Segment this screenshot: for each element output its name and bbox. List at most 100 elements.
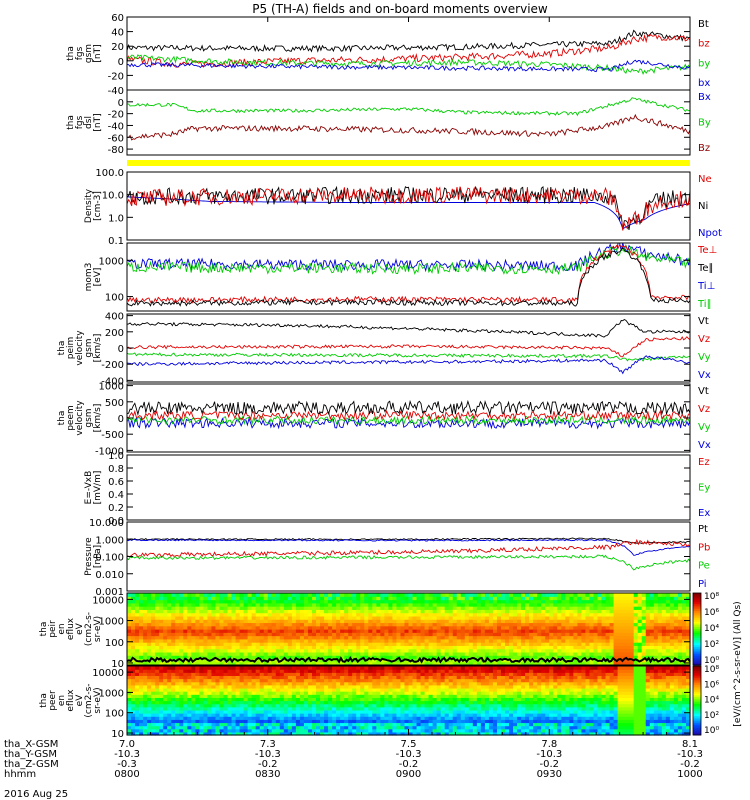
legend-Ni: Ni: [698, 201, 708, 212]
y-axis-label: peim: [66, 337, 76, 360]
series-peem-velocity-Vx: [126, 416, 691, 430]
y-axis-label: E=-VxB: [84, 471, 94, 505]
y-tick-label: 200: [105, 328, 124, 339]
y-tick-label: 0.010: [95, 570, 124, 581]
y-axis-label: eflux: [66, 689, 76, 712]
y-tick-label: 0.6: [108, 477, 124, 488]
y-axis-label: velocity: [75, 400, 85, 436]
y-tick-label: 0.100: [95, 553, 124, 564]
ephemeris-value: -10.3: [255, 749, 281, 760]
colorbar-tick: 10⁸: [704, 592, 719, 602]
panel-frame: [126, 592, 691, 666]
y-tick-label: 100: [105, 293, 124, 304]
y-axis-label: (cm2-s-: [84, 612, 94, 646]
panel-pressure: 10.000 1.000 0.100 0.010 0.001 Pressure [nPa] P…: [84, 518, 710, 598]
y-tick-label: 10.000: [89, 518, 124, 529]
panel-frame: [126, 16, 691, 91]
legend-Vz: Vz: [698, 334, 710, 345]
ephemeris-value: 7.5: [401, 739, 417, 750]
y-axis-label: eV: [75, 622, 85, 635]
y-tick-label: 100.0: [95, 168, 124, 179]
ephemeris-row-label: tha_Y-GSM: [4, 749, 57, 760]
legend-Npot: Npot: [698, 228, 722, 239]
y-tick-label: 400: [105, 312, 124, 323]
y-tick-label: 0.2: [108, 503, 124, 514]
y-tick-label: 0: [118, 414, 124, 425]
ephemeris-value: 0800: [114, 769, 139, 780]
series-temperature-Te⊥: [126, 244, 691, 304]
series-pressure-Pi: [126, 538, 691, 556]
spectrogram-fringe: [126, 656, 691, 664]
y-tick-label: 20: [111, 42, 124, 53]
y-axis-label: mom3: [84, 263, 94, 292]
series-temperature-Ti∥: [126, 243, 691, 275]
colorbar-tick: 10⁸: [704, 665, 719, 675]
colorbar-tick: 10²: [704, 640, 719, 650]
colorbar-frame: [692, 592, 702, 666]
series-peim-velocity-Vy: [126, 352, 691, 362]
series-pressure-Pb: [126, 538, 691, 558]
colorbar-tick: 10⁶: [704, 680, 719, 690]
ephemeris-value: -10.3: [396, 749, 422, 760]
y-axis-label: velocity: [75, 330, 85, 366]
y-axis-label: [mV/m]: [93, 471, 103, 505]
y-tick-label: 10000: [92, 595, 124, 606]
legend-Vt: Vt: [698, 386, 709, 397]
y-axis-label: eflux: [66, 617, 76, 640]
y-axis-label: gsm: [84, 44, 94, 63]
y-axis-label: dsl: [84, 116, 94, 129]
legend-Pb: Pb: [698, 542, 710, 553]
y-tick-label: -500: [101, 430, 124, 441]
series-density-Npot: [127, 196, 691, 230]
panel-frame: [126, 89, 691, 156]
ephemeris-value: -0.2: [540, 759, 560, 770]
panel-peim-velocity: 400 200 0 -200 -400 tha peim velocity gsm [km/s] V…: [57, 312, 711, 388]
series-peem-velocity-Vt: [126, 399, 691, 416]
y-axis-label: peer: [48, 690, 58, 711]
y-tick-label: 0.001: [95, 587, 124, 598]
y-axis-label: (cm2-s-: [84, 683, 94, 717]
legend-Vt: Vt: [698, 316, 709, 327]
series-density-Ne: [126, 186, 691, 231]
ephemeris-value: -0.3: [117, 759, 137, 770]
y-axis-label: [eV]: [93, 268, 103, 287]
legend-Vx: Vx: [698, 440, 711, 451]
y-tick-label: -20: [108, 110, 124, 121]
series-peim-velocity-Vz: [126, 336, 691, 358]
panel-frame: [126, 521, 691, 592]
y-axis-label: eV: [75, 694, 85, 707]
y-tick-label: 1000: [99, 617, 124, 628]
ephemeris-value: -0.2: [399, 759, 419, 770]
y-axis-label: fgs: [75, 46, 85, 60]
y-tick-label: -40: [108, 86, 124, 97]
flag-strip: [127, 160, 690, 166]
time-axis: [126, 17, 691, 735]
y-tick-label: 0.0: [108, 516, 124, 527]
y-axis-label: sr-eV): [93, 616, 103, 642]
spectrogram-image-peir-spectrogram: [127, 593, 691, 666]
legend-by: by: [698, 58, 710, 69]
y-tick-label: 0: [118, 344, 124, 355]
ephemeris-value: 7.8: [541, 739, 557, 750]
legend-Vy: Vy: [698, 422, 711, 433]
y-tick-label: -60: [108, 133, 124, 144]
colorbar-label: [eV/(cm^2-s-sr-eV)] (All Qs): [733, 601, 743, 726]
y-tick-label: 40: [111, 28, 124, 39]
y-axis-label: tha: [66, 46, 76, 61]
ephemeris-value: 0900: [396, 769, 421, 780]
y-axis-label: tha: [57, 411, 67, 426]
spectrogram-image-peer-spectrogram: [127, 666, 691, 736]
ephemeris-value: -10.3: [536, 749, 562, 760]
y-tick-label: 0.1: [108, 236, 124, 247]
y-tick-label: -1000: [95, 446, 124, 457]
legend-Vz: Vz: [698, 404, 710, 415]
ephemeris-value: -10.3: [677, 749, 703, 760]
panel-frame: [126, 454, 691, 521]
y-axis-label: en: [57, 623, 67, 634]
y-axis-label: tha: [57, 341, 67, 356]
y-tick-label: 10.0: [102, 191, 124, 202]
colorbar-tick: 10⁰: [704, 726, 719, 736]
legend-Ex: Ex: [698, 508, 710, 519]
